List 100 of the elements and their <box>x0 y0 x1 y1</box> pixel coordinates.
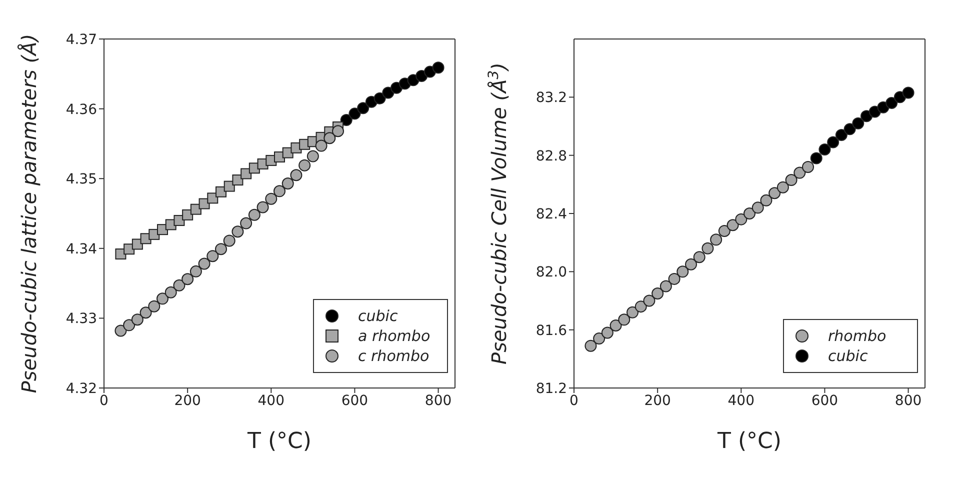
point <box>190 204 202 215</box>
point <box>752 202 764 214</box>
point <box>601 326 614 339</box>
point <box>660 280 672 292</box>
point <box>240 217 252 230</box>
point <box>902 86 914 99</box>
point <box>290 169 302 182</box>
y-tick-label: 4.34 <box>66 241 98 258</box>
x-tick-label: 600 <box>341 392 368 409</box>
x-axis-title: T (°C) <box>246 429 312 454</box>
legend-label: cubic <box>358 307 398 325</box>
point <box>182 273 194 286</box>
point <box>810 152 822 164</box>
point <box>886 96 898 109</box>
point <box>164 286 177 298</box>
point <box>710 234 722 246</box>
y-tick-label: 4.37 <box>66 32 97 48</box>
point <box>173 279 186 292</box>
point <box>634 300 647 313</box>
x-tick-label: 800 <box>894 392 922 409</box>
point <box>852 117 864 130</box>
point <box>232 226 244 238</box>
point <box>224 180 235 192</box>
x-axis-title: T (°C) <box>716 429 782 454</box>
point <box>702 242 714 254</box>
point <box>827 136 840 148</box>
point <box>265 192 278 205</box>
y-axis-title: Pseudo-cubic lattice parameters (Å) <box>17 34 41 394</box>
y-tick-label: 81.2 <box>536 380 567 397</box>
point <box>760 194 772 206</box>
point <box>382 86 394 99</box>
point <box>114 324 127 337</box>
point <box>768 187 781 200</box>
point <box>610 319 622 332</box>
point <box>652 287 664 300</box>
x-tick-label: 400 <box>258 392 285 409</box>
point <box>332 125 344 138</box>
legend-label: rhombo <box>828 327 886 345</box>
point <box>676 266 689 278</box>
point <box>618 314 630 326</box>
point <box>274 185 286 198</box>
x-tick-label: 800 <box>424 392 452 409</box>
x-tick-label: 0 <box>570 392 578 409</box>
x-tick-label: 200 <box>174 392 201 409</box>
point <box>123 319 136 332</box>
point <box>593 332 606 345</box>
y-tick-label: 4.35 <box>66 172 97 188</box>
x-tick-label: 400 <box>728 392 755 409</box>
legend-label: c rhombo <box>358 347 430 365</box>
point <box>668 272 680 285</box>
point <box>835 128 848 141</box>
point <box>223 234 236 247</box>
y-tick-label: 4.32 <box>66 380 97 397</box>
y-tick-label: 82.4 <box>536 206 568 222</box>
point <box>232 174 244 186</box>
point <box>215 243 227 256</box>
point <box>315 140 328 152</box>
y-tick-label: 4.36 <box>66 102 98 118</box>
legend-label: cubic <box>828 347 868 365</box>
point <box>206 250 219 262</box>
point <box>794 166 806 179</box>
y-tick-label: 83.2 <box>536 90 567 106</box>
y-tick-label: 82.8 <box>536 148 567 164</box>
x-tick-label: 200 <box>644 392 671 409</box>
point <box>374 92 386 104</box>
point <box>785 174 798 186</box>
point <box>131 314 144 326</box>
legend-label: a rhombo <box>358 327 430 345</box>
point <box>324 132 336 144</box>
point <box>718 224 730 237</box>
point <box>207 192 218 204</box>
point <box>357 102 370 114</box>
x-tick-label: 600 <box>811 392 838 409</box>
point <box>256 201 269 214</box>
y-tick-label: 82.0 <box>536 264 567 281</box>
point <box>626 306 638 318</box>
point <box>802 160 814 173</box>
point <box>306 150 319 162</box>
y-tick-label: 4.33 <box>66 311 97 328</box>
point <box>248 208 260 221</box>
point <box>190 265 202 278</box>
point <box>340 114 352 126</box>
point <box>298 159 311 172</box>
point <box>818 144 831 156</box>
point <box>156 292 168 305</box>
point <box>735 213 748 226</box>
point <box>643 294 656 307</box>
point <box>844 123 856 136</box>
y-tick-label: 81.6 <box>536 322 568 339</box>
x-tick-label: 0 <box>100 392 108 409</box>
point <box>584 340 597 352</box>
point <box>744 208 756 220</box>
point <box>685 258 697 270</box>
point <box>432 62 444 74</box>
point <box>198 258 210 270</box>
point <box>693 251 706 264</box>
point <box>148 300 160 312</box>
point <box>140 306 152 319</box>
point <box>282 177 294 190</box>
point <box>776 181 789 194</box>
